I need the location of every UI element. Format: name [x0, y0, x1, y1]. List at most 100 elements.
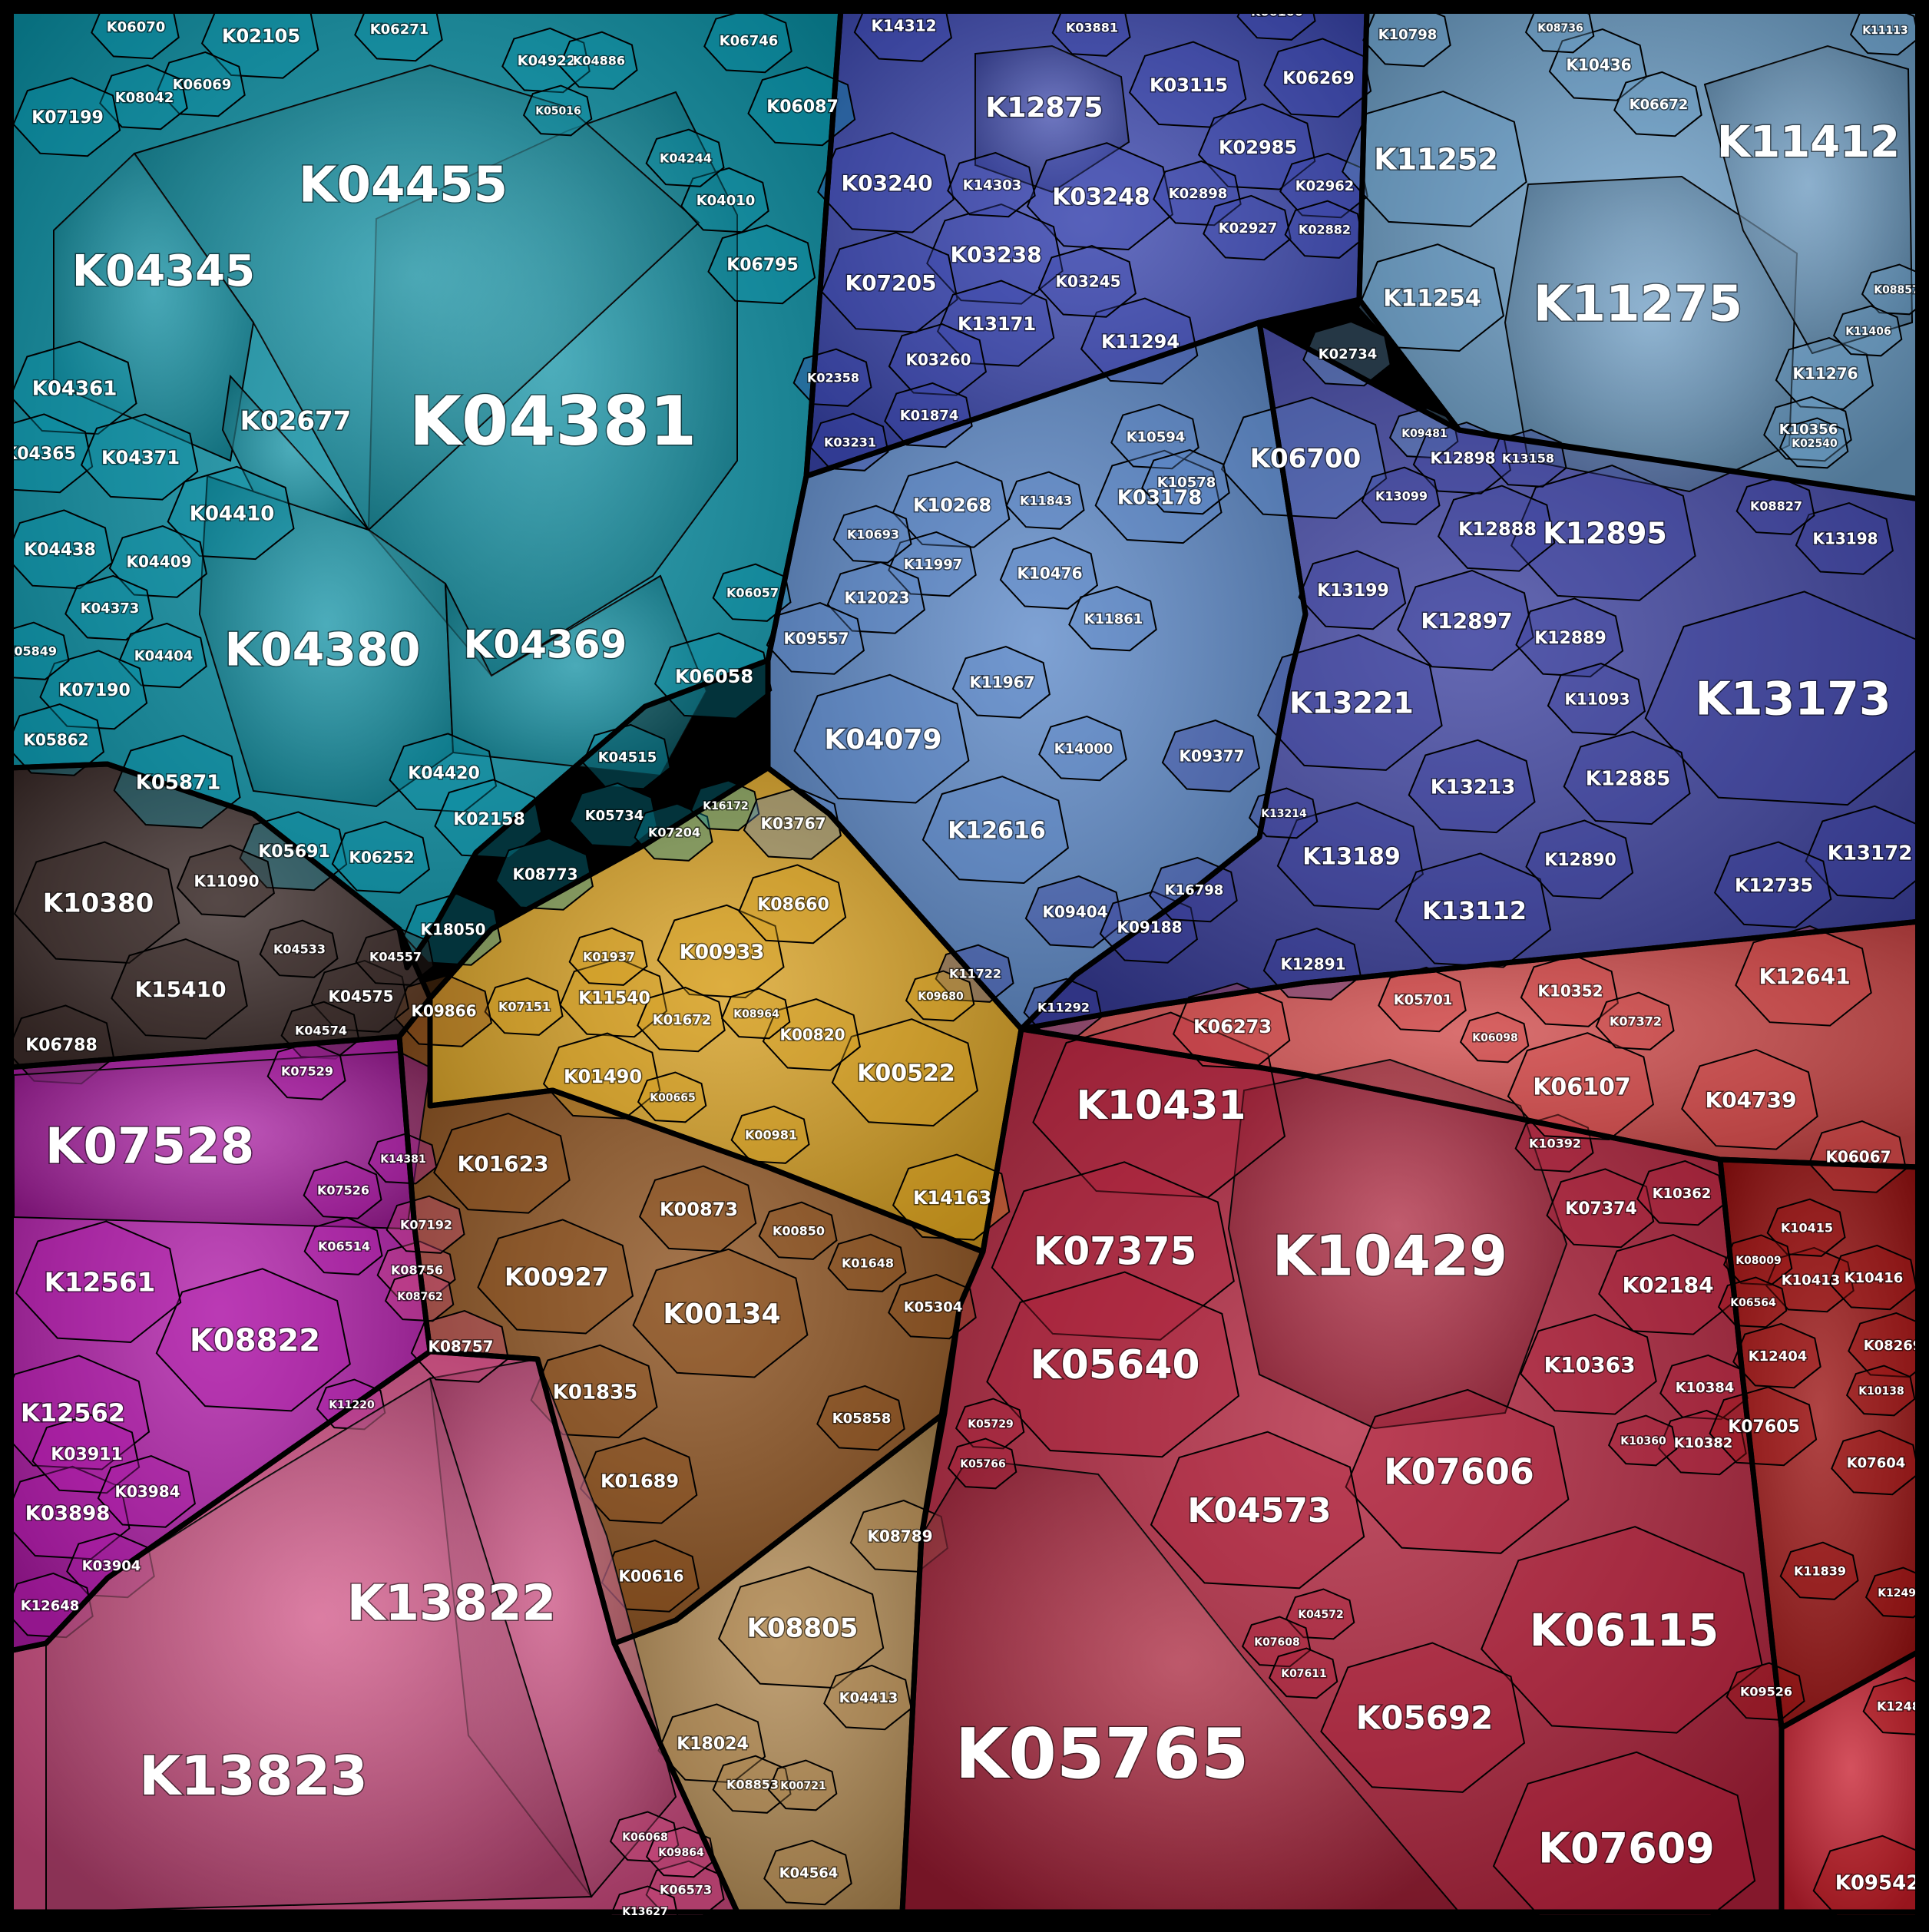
cell-K11276[interactable] — [1775, 337, 1874, 410]
cell-K07608[interactable] — [1241, 1616, 1312, 1668]
cell-K18024[interactable] — [657, 1703, 766, 1784]
cell-K08805[interactable] — [717, 1566, 885, 1689]
cell-K10431[interactable] — [1032, 1011, 1286, 1199]
cell-K10360[interactable] — [1607, 1414, 1678, 1467]
cell-K12885[interactable] — [1563, 730, 1691, 825]
cell-K06273[interactable] — [1172, 982, 1291, 1070]
cell-K06069[interactable] — [157, 51, 246, 117]
cell-K03178[interactable] — [1094, 449, 1223, 544]
cell-K10356[interactable] — [1763, 395, 1852, 462]
cell-K02184[interactable] — [1598, 1233, 1735, 1335]
cell-K07374[interactable] — [1546, 1168, 1655, 1249]
cell-K10415[interactable] — [1766, 1198, 1846, 1257]
cell-K05640[interactable] — [986, 1271, 1240, 1458]
cell-K07190[interactable] — [39, 650, 148, 730]
cell-K07205[interactable] — [821, 231, 958, 333]
cell-K11861[interactable] — [1068, 585, 1157, 652]
cell-K05016[interactable] — [522, 84, 593, 137]
cell-K07151[interactable] — [484, 977, 564, 1036]
cell-K12486[interactable] — [1862, 1676, 1929, 1735]
cell-K08853[interactable] — [712, 1755, 792, 1814]
cell-K10382[interactable] — [1658, 1409, 1747, 1476]
cell-K04573[interactable] — [1150, 1431, 1365, 1590]
cell-K12897[interactable] — [1397, 569, 1534, 671]
cell-K04564[interactable] — [763, 1839, 852, 1906]
cell-K14000[interactable] — [1038, 715, 1127, 782]
cell-K05734[interactable] — [569, 782, 658, 849]
cell-K08042[interactable] — [99, 64, 188, 131]
cell-K00721[interactable] — [767, 1759, 838, 1811]
cell-K13173[interactable] — [1644, 591, 1929, 806]
cell-K03248[interactable] — [1026, 142, 1174, 251]
cell-K03260[interactable] — [888, 323, 988, 396]
cell-K10416[interactable] — [1828, 1244, 1917, 1311]
cell-K04079[interactable] — [793, 673, 970, 804]
cell-K01937[interactable] — [568, 927, 648, 986]
cell-K15410[interactable] — [111, 938, 248, 1040]
cell-K12888[interactable] — [1437, 485, 1556, 572]
cell-K07609[interactable] — [1492, 1751, 1756, 1932]
cell-K08773[interactable] — [495, 838, 594, 911]
cell-K11090[interactable] — [176, 845, 276, 918]
cell-K07204[interactable] — [634, 802, 713, 862]
cell-K04739[interactable] — [1681, 1048, 1818, 1150]
cell-K06087[interactable] — [747, 66, 856, 147]
cell-K10578[interactable] — [1141, 448, 1230, 515]
cell-K04575[interactable] — [310, 960, 410, 1033]
cell-K04371[interactable] — [80, 413, 199, 501]
cell-K06269[interactable] — [1263, 38, 1372, 118]
cell-K10693[interactable] — [832, 505, 912, 564]
cell-K03238[interactable] — [926, 203, 1064, 305]
cell-K13213[interactable] — [1408, 739, 1536, 834]
cell-K04410[interactable] — [167, 465, 295, 561]
cell-K10594[interactable] — [1110, 403, 1199, 470]
cell-K14303[interactable] — [947, 151, 1036, 218]
cell-K11839[interactable] — [1779, 1541, 1859, 1600]
cell-K08827[interactable] — [1735, 476, 1815, 535]
cell-K11113[interactable] — [1849, 4, 1920, 56]
cell-K10380[interactable] — [13, 841, 180, 964]
cell-K05304[interactable] — [888, 1273, 977, 1340]
cell-K02882[interactable] — [1284, 200, 1364, 259]
cell-K06700[interactable] — [1220, 396, 1388, 520]
cell-K13099[interactable] — [1361, 466, 1441, 525]
cell-K07604[interactable] — [1831, 1429, 1920, 1496]
cell-K06057[interactable] — [712, 563, 792, 622]
cell-K10413[interactable] — [1765, 1246, 1855, 1313]
cell-K12895[interactable] — [1510, 465, 1696, 601]
cell-K12735[interactable] — [1713, 841, 1832, 928]
cell-K11540[interactable] — [559, 958, 668, 1038]
cell-K10363[interactable] — [1520, 1313, 1657, 1415]
cell-K04420[interactable] — [389, 733, 498, 813]
cell-K04533[interactable] — [259, 919, 339, 978]
cell-K03911[interactable] — [31, 1414, 141, 1494]
cell-K12641[interactable] — [1735, 925, 1872, 1027]
cell-K10362[interactable] — [1636, 1160, 1726, 1226]
cell-K10268[interactable] — [892, 461, 1011, 548]
cell-K10436[interactable] — [1548, 28, 1648, 101]
cell-K04413[interactable] — [823, 1664, 912, 1731]
cell-K07526[interactable] — [303, 1160, 382, 1219]
cell-K12890[interactable] — [1525, 819, 1634, 900]
cell-K05766[interactable] — [947, 1437, 1017, 1490]
cell-K10138[interactable] — [1845, 1365, 1916, 1417]
cell-K05729[interactable] — [955, 1398, 1025, 1450]
cell-K01874[interactable] — [884, 382, 973, 448]
cell-K04361[interactable] — [9, 340, 137, 435]
cell-K04244[interactable] — [645, 128, 725, 187]
cell-K04373[interactable] — [65, 574, 154, 641]
cell-K06098[interactable] — [1459, 1011, 1530, 1064]
cell-K00665[interactable] — [637, 1071, 707, 1123]
cell-K07199[interactable] — [12, 77, 121, 157]
cell-K06252[interactable] — [331, 821, 431, 894]
cell-K11967[interactable] — [951, 646, 1051, 719]
cell-K08757[interactable] — [410, 1310, 510, 1383]
cell-K10476[interactable] — [999, 537, 1099, 610]
cell-K03984[interactable] — [97, 1455, 197, 1528]
cell-K00850[interactable] — [758, 1201, 838, 1260]
cell-K00873[interactable] — [638, 1165, 757, 1252]
cell-K06514[interactable] — [303, 1216, 383, 1275]
cell-K13199[interactable] — [1298, 550, 1407, 630]
cell-K11843[interactable] — [1005, 471, 1085, 530]
cell-K11252[interactable] — [1342, 91, 1527, 227]
